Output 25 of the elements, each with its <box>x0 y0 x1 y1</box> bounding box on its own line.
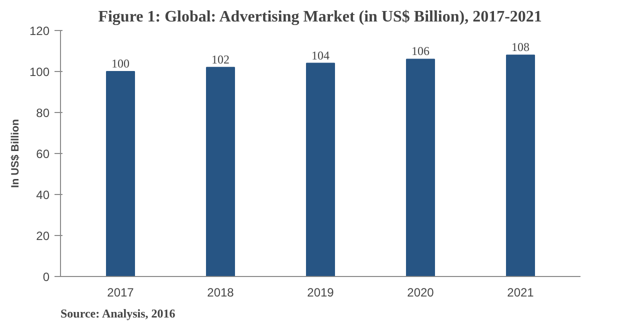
bar <box>506 54 535 276</box>
x-tick-label: 2018 <box>207 286 234 300</box>
x-tick-label: 2019 <box>307 286 334 300</box>
data-label: 108 <box>512 40 530 54</box>
bar <box>406 58 435 276</box>
data-label: 106 <box>412 44 430 58</box>
y-tick-label: 20 <box>36 229 50 243</box>
bar <box>206 66 235 276</box>
y-tick-label: 80 <box>36 106 50 120</box>
bar <box>306 62 335 276</box>
data-label: 102 <box>212 52 230 66</box>
x-tick-label: 2020 <box>407 286 434 300</box>
x-tick-label: 2021 <box>507 286 534 300</box>
y-axis-title: In US$ Billion <box>9 119 22 188</box>
y-tick-label: 60 <box>36 147 50 161</box>
data-label: 100 <box>112 56 130 70</box>
chart-title: Figure 1: Global: Advertising Market (in US$ Billion), 2017-2021 <box>98 8 542 26</box>
source-note: Source: Analysis, 2016 <box>60 306 176 320</box>
y-tick-label: 0 <box>42 270 50 284</box>
y-tick-label: 40 <box>36 188 50 202</box>
x-tick-label: 2017 <box>107 286 134 300</box>
data-label: 104 <box>312 48 330 62</box>
bar <box>106 71 135 276</box>
y-tick-label: 120 <box>29 24 50 38</box>
y-tick-label: 100 <box>29 65 50 79</box>
